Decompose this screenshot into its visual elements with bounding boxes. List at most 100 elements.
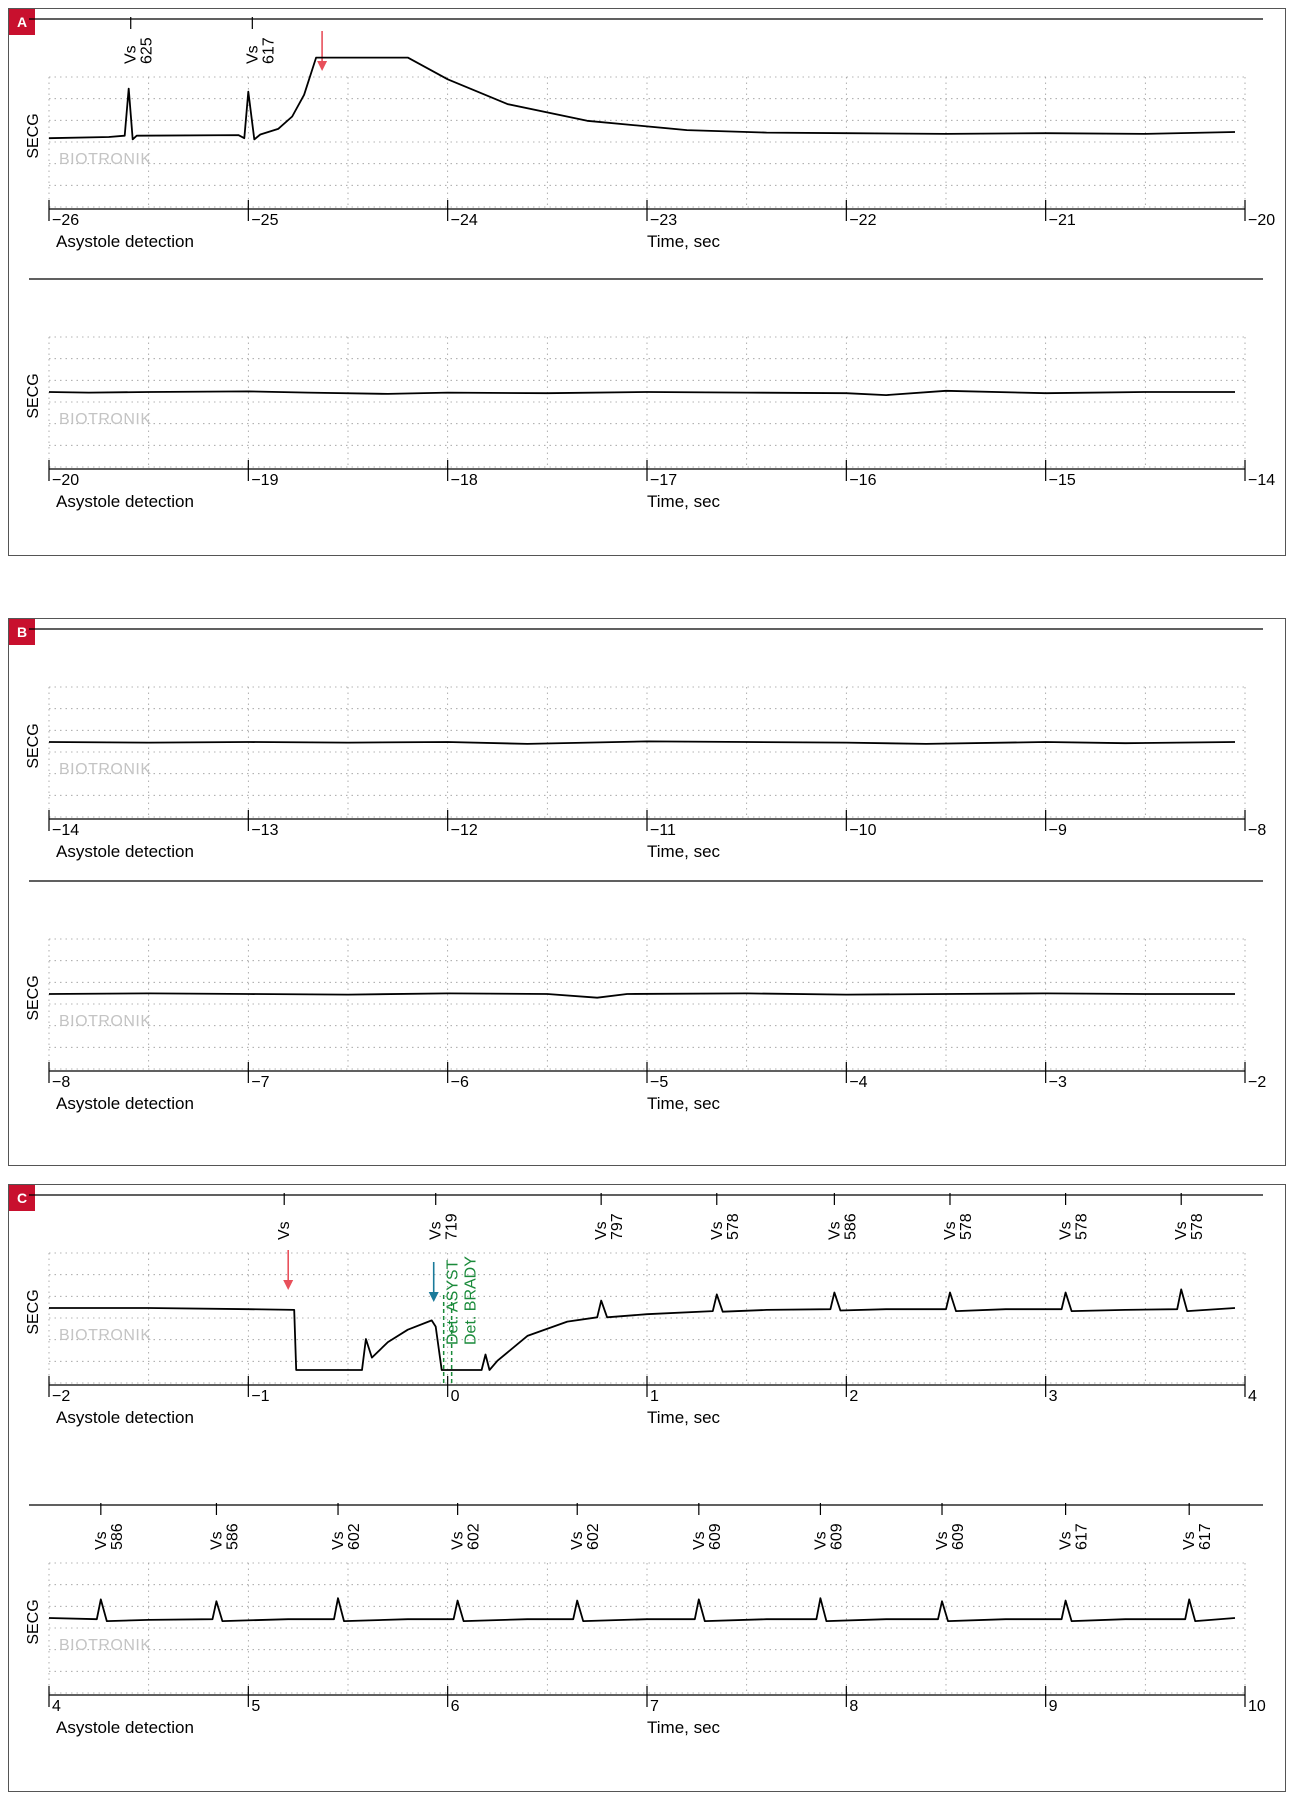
footer-label: Asystole detection	[56, 1718, 194, 1737]
vs-marker-value: 578	[958, 1213, 975, 1240]
vs-marker-label: Vs 617	[1181, 1523, 1214, 1550]
vs-marker-label: Vs 609	[934, 1523, 967, 1550]
vs-marker-text: Vs	[208, 1531, 225, 1550]
panel-a-chart: BIOTRONIK SECG −26 −25 −24 −23 −22 −21 −20 Asysto…	[25, 17, 1275, 511]
panel-label: B	[9, 619, 35, 645]
vs-marker-text: Vs	[934, 1531, 951, 1550]
x-tick-label: −20	[52, 472, 79, 489]
panel-label: C	[9, 1185, 35, 1211]
vs-marker-text: Vs	[450, 1531, 467, 1550]
y-axis-label: SECG	[25, 1599, 42, 1644]
vs-marker-label: Vs 602	[450, 1523, 483, 1550]
vs-marker-label: Vs 602	[569, 1523, 602, 1550]
x-axis-label: Time, sec	[647, 1718, 721, 1737]
vs-marker-value: 602	[585, 1523, 602, 1550]
x-tick-label: −26	[52, 212, 79, 229]
vs-marker-label: Vs 578	[709, 1213, 742, 1240]
detection-text: Det. ASYST	[445, 1259, 462, 1345]
detection-text: Det. BRADY	[463, 1256, 480, 1345]
watermark: BIOTRONIK	[59, 1637, 152, 1654]
ecg-strip-5: BIOTRONIK SECG −2 −1 0 1 2 3 4 Asystole detection…	[25, 1193, 1263, 1427]
x-tick-label: 6	[451, 1698, 460, 1715]
vs-marker-text: Vs	[1181, 1531, 1198, 1550]
ecg-strip-4: BIOTRONIK SECG −8 −7 −6 −5 −4 −3 −2 Asystole dete…	[25, 880, 1266, 1113]
arrow-head	[283, 1280, 294, 1290]
vs-marker-label: Vs 617	[1058, 1523, 1091, 1550]
vs-marker-text: Vs	[123, 45, 140, 64]
vs-marker-value: 586	[109, 1523, 126, 1550]
ecg-strip-6: BIOTRONIK SECG 4 5 6 7 8 9 10 Asystole detection T…	[25, 1503, 1266, 1737]
arrow-head	[428, 1292, 439, 1302]
vs-marker-label: Vs	[276, 1221, 293, 1240]
grid	[48, 76, 1246, 208]
watermark: BIOTRONIK	[59, 1327, 152, 1344]
x-tick-label: −13	[251, 822, 278, 839]
vs-marker-label: Vs 625	[123, 37, 156, 64]
vs-marker-label: Vs 719	[428, 1213, 461, 1240]
panel-c: C BIOTRONIK SECG −2 −1 0 1 2 3 4 Asystole detecti…	[8, 1184, 1286, 1792]
ecg-trace	[48, 740, 1236, 745]
vs-marker-value: 609	[950, 1523, 967, 1550]
x-tick-label: 7	[650, 1698, 659, 1715]
vs-marker-text: Vs	[428, 1221, 445, 1240]
y-axis-label: SECG	[25, 373, 42, 418]
y-axis-label: SECG	[25, 1289, 42, 1334]
x-tick-label: −15	[1049, 472, 1076, 489]
vs-marker-label: Vs 578	[942, 1213, 975, 1240]
vs-marker-label: Vs 602	[330, 1523, 363, 1550]
x-tick-label: 0	[451, 1388, 460, 1405]
panel-b: B BIOTRONIK SECG −14 −13 −12 −11 −10 −9 −8 Asysto…	[8, 618, 1286, 1166]
vs-marker-label: Vs 578	[1058, 1213, 1091, 1240]
vs-marker-text: Vs	[1173, 1221, 1190, 1240]
x-tick-label: 5	[251, 1698, 260, 1715]
x-tick-label: −18	[451, 472, 478, 489]
x-tick-label: −10	[849, 822, 876, 839]
grid	[48, 336, 1246, 468]
y-axis-label: SECG	[25, 723, 42, 768]
x-axis-label: Time, sec	[647, 842, 721, 861]
vs-marker-value: 578	[725, 1213, 742, 1240]
vs-marker-value: 586	[842, 1213, 859, 1240]
vs-marker-value: 719	[444, 1213, 461, 1240]
x-tick-label: 1	[650, 1388, 659, 1405]
vs-marker-text: Vs	[593, 1221, 610, 1240]
x-tick-label: −24	[451, 212, 478, 229]
panel-b-chart: BIOTRONIK SECG −14 −13 −12 −11 −10 −9 −8 Asystole…	[25, 628, 1266, 1113]
vs-marker-value: 578	[1074, 1213, 1091, 1240]
ecg-trace	[49, 1288, 1236, 1371]
detection-label: Det. ASYST	[445, 1259, 462, 1345]
x-tick-label: 10	[1248, 1698, 1266, 1715]
x-tick-label: −11	[650, 822, 676, 839]
vs-marker-label: Vs 617	[244, 37, 277, 64]
x-tick-label: −12	[451, 822, 478, 839]
x-tick-label: −2	[1248, 1074, 1266, 1091]
vs-marker-text: Vs	[826, 1221, 843, 1240]
grid	[48, 1562, 1246, 1694]
vs-marker-label: Vs 586	[93, 1523, 126, 1550]
x-tick-label: 4	[1248, 1388, 1257, 1405]
footer-label: Asystole detection	[56, 1094, 194, 1113]
x-tick-label: 3	[1049, 1388, 1058, 1405]
vs-marker-label: Vs 609	[812, 1523, 845, 1550]
vs-marker-value: 602	[346, 1523, 363, 1550]
arrow-head	[317, 61, 328, 71]
vs-marker-text: Vs	[276, 1221, 293, 1240]
vs-marker-value: 797	[609, 1213, 626, 1240]
vs-marker-label: Vs 797	[593, 1213, 626, 1240]
x-tick-label: −21	[1049, 212, 1076, 229]
vs-marker-text: Vs	[691, 1531, 708, 1550]
x-axis-label: Time, sec	[647, 232, 721, 251]
x-tick-label: 4	[52, 1698, 61, 1715]
vs-marker-value: 586	[224, 1523, 241, 1550]
x-tick-label: −3	[1049, 1074, 1067, 1091]
x-tick-label: −20	[1248, 212, 1275, 229]
vs-marker-value: 617	[260, 37, 277, 64]
x-tick-label: −23	[650, 212, 677, 229]
vs-marker-label: Vs 578	[1173, 1213, 1206, 1240]
x-tick-label: −25	[251, 212, 278, 229]
vs-marker-value: 609	[707, 1523, 724, 1550]
vs-marker-value: 602	[466, 1523, 483, 1550]
x-axis-label: Time, sec	[647, 1408, 721, 1427]
footer-label: Asystole detection	[56, 1408, 194, 1427]
panel-c-chart: BIOTRONIK SECG −2 −1 0 1 2 3 4 Asystole detection…	[25, 1193, 1266, 1737]
